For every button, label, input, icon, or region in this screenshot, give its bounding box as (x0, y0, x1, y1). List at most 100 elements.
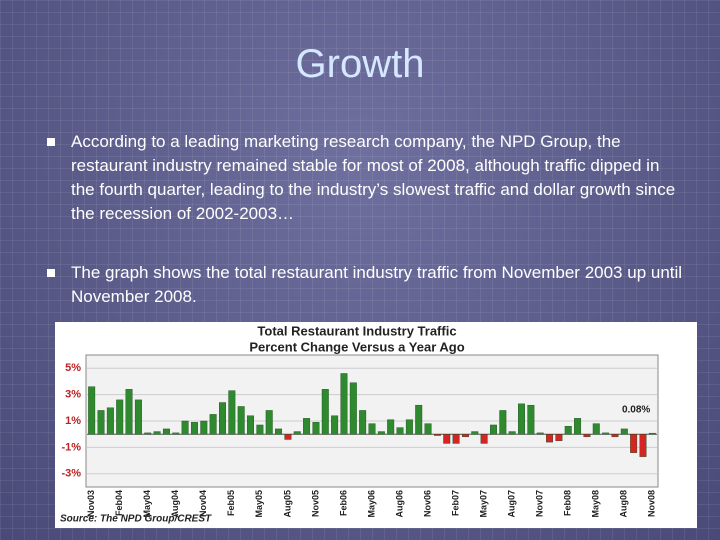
bar (396, 427, 404, 435)
x-tick-label: Feb05 (226, 490, 236, 516)
bar (536, 432, 544, 435)
bar (433, 434, 441, 436)
bar (116, 399, 124, 435)
bar (349, 382, 357, 435)
bar (172, 432, 180, 435)
bar (144, 432, 152, 435)
x-tick-label: Aug05 (282, 490, 292, 518)
bar (471, 431, 479, 435)
x-tick-label: Aug04 (170, 490, 180, 518)
x-tick-label: Aug08 (619, 490, 629, 518)
x-tick-label: Nov05 (310, 490, 320, 517)
bar (97, 410, 105, 435)
bullet-text: According to a leading marketing researc… (71, 132, 676, 223)
bar (340, 373, 348, 435)
x-tick-label: Aug06 (394, 490, 404, 518)
x-tick-label: Feb04 (114, 490, 124, 516)
x-tick-label: May07 (479, 490, 489, 518)
y-tick-label: -1% (61, 441, 81, 453)
bar (247, 415, 254, 435)
bar (321, 389, 329, 435)
bar (237, 406, 245, 435)
chart-title: Total Restaurant Industry Traffic (257, 323, 456, 338)
bar (508, 431, 516, 435)
bar (630, 434, 638, 453)
bar (564, 426, 572, 435)
bar (461, 434, 469, 438)
bar (574, 418, 582, 435)
bar (480, 434, 488, 444)
bar (443, 434, 451, 444)
slide-title: Growth (295, 42, 425, 86)
bar (106, 407, 114, 435)
bar (555, 434, 563, 442)
bar (424, 423, 432, 435)
x-tick-label: May05 (254, 490, 264, 518)
bar (387, 419, 395, 435)
chart-subtitle: Percent Change Versus a Year Ago (249, 339, 464, 354)
bar (284, 434, 292, 440)
bar (125, 389, 133, 435)
bar (490, 424, 497, 435)
bar (265, 410, 273, 435)
x-tick-label: May08 (591, 490, 601, 518)
x-tick-label: Feb06 (338, 490, 348, 516)
y-tick-label: 1% (65, 415, 81, 427)
x-tick-label: Feb07 (450, 490, 460, 516)
x-tick-label: Nov04 (198, 490, 208, 517)
bar (639, 434, 647, 457)
bar (209, 414, 217, 435)
x-tick-label: Aug07 (507, 490, 517, 518)
bar (527, 404, 535, 435)
bar (331, 415, 339, 435)
bullet: The graph shows the total restaurant ind… (47, 261, 686, 309)
bar (181, 420, 189, 435)
bar (200, 420, 208, 435)
x-tick-label: Nov03 (86, 490, 96, 517)
x-tick-label: Feb08 (563, 490, 573, 516)
bullet-marker (47, 138, 55, 146)
bar (368, 423, 376, 435)
x-tick-label: Nov07 (535, 490, 545, 517)
bar (228, 390, 236, 435)
bullet: According to a leading marketing researc… (47, 130, 686, 226)
bar (583, 434, 591, 438)
bar (153, 431, 161, 435)
bar (499, 410, 507, 435)
bar (275, 428, 283, 435)
bar (190, 422, 198, 435)
bullet-marker (47, 269, 55, 277)
y-tick-label: -3% (61, 468, 81, 480)
bar (162, 428, 170, 435)
bar (293, 431, 301, 435)
bar (256, 424, 264, 435)
bar (88, 386, 96, 435)
source: Source: The NPD Group/CREST (60, 514, 212, 525)
y-tick-label: 3% (65, 389, 81, 401)
annotation: 0.08% (622, 405, 650, 416)
bar (359, 410, 367, 435)
bar (377, 431, 385, 435)
bar (134, 399, 142, 435)
bar (620, 428, 628, 435)
bar (405, 419, 413, 435)
y-tick-label: 5% (65, 362, 81, 374)
x-tick-label: May04 (142, 490, 152, 518)
bar (303, 418, 311, 435)
x-tick-label: May06 (366, 490, 376, 518)
bar (602, 432, 610, 435)
bar (648, 432, 656, 435)
bar (518, 403, 525, 435)
bar (415, 404, 423, 435)
x-tick-label: Nov06 (422, 490, 432, 517)
bar (546, 434, 554, 443)
bar (592, 423, 600, 435)
bar (452, 434, 460, 444)
bar (219, 402, 226, 435)
bar (611, 434, 619, 438)
x-tick-label: Nov08 (647, 490, 657, 517)
bar (312, 422, 320, 435)
bullet-text: The graph shows the total restaurant ind… (71, 263, 683, 306)
